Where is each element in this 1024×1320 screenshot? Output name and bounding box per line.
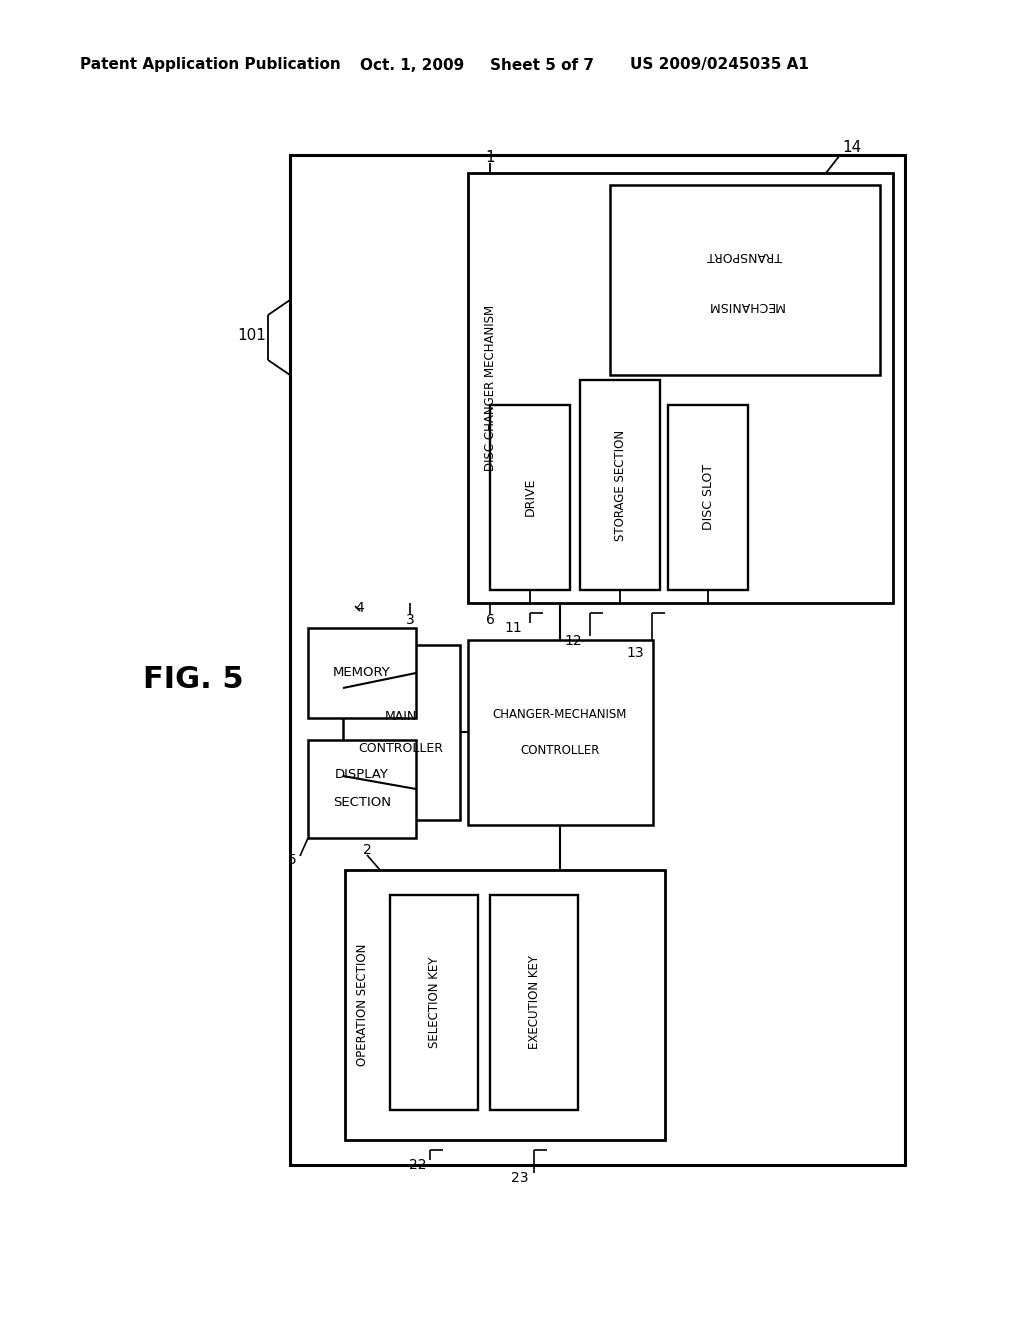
- Text: SELECTION KEY: SELECTION KEY: [427, 956, 440, 1048]
- Text: MAIN: MAIN: [385, 710, 417, 722]
- Text: CONTROLLER: CONTROLLER: [520, 743, 600, 756]
- Text: FIG. 5: FIG. 5: [143, 665, 244, 694]
- Text: 22: 22: [410, 1158, 427, 1172]
- Text: 11: 11: [504, 620, 522, 635]
- Text: 2: 2: [362, 843, 372, 857]
- Bar: [668, 405, 748, 590]
- Bar: [390, 895, 478, 1110]
- Bar: [490, 895, 578, 1110]
- Text: OPERATION SECTION: OPERATION SECTION: [355, 944, 369, 1067]
- Bar: [308, 628, 416, 718]
- Bar: [490, 405, 570, 590]
- Bar: [468, 640, 653, 825]
- Text: CHANGER-MECHANISM: CHANGER-MECHANISM: [493, 708, 627, 721]
- Text: 5: 5: [288, 853, 296, 867]
- Text: 14: 14: [842, 140, 861, 156]
- Text: EXECUTION KEY: EXECUTION KEY: [527, 954, 541, 1049]
- Text: 101: 101: [238, 327, 266, 342]
- Text: Sheet 5 of 7: Sheet 5 of 7: [490, 58, 594, 73]
- Text: MECHANISM: MECHANISM: [707, 298, 783, 312]
- Text: US 2009/0245035 A1: US 2009/0245035 A1: [630, 58, 809, 73]
- Text: DISC CHANGER MECHANISM: DISC CHANGER MECHANISM: [483, 305, 497, 471]
- Bar: [468, 173, 893, 603]
- Bar: [343, 645, 460, 820]
- Text: DISC SLOT: DISC SLOT: [701, 463, 715, 531]
- Bar: [610, 185, 880, 375]
- Text: 4: 4: [355, 601, 365, 615]
- Text: MEMORY: MEMORY: [333, 667, 391, 680]
- Text: TRANSPORT: TRANSPORT: [708, 248, 782, 261]
- Text: 23: 23: [511, 1171, 528, 1185]
- Bar: [308, 741, 416, 838]
- Text: STORAGE SECTION: STORAGE SECTION: [613, 429, 627, 541]
- Text: 6: 6: [485, 612, 495, 627]
- Bar: [345, 870, 665, 1140]
- Text: DRIVE: DRIVE: [523, 478, 537, 516]
- Text: 1: 1: [485, 150, 495, 165]
- Bar: [290, 154, 905, 1166]
- Text: 12: 12: [564, 634, 582, 648]
- Text: Patent Application Publication: Patent Application Publication: [80, 58, 341, 73]
- Text: 13: 13: [627, 645, 644, 660]
- Text: CONTROLLER: CONTROLLER: [358, 742, 443, 755]
- Text: 3: 3: [406, 612, 415, 627]
- Text: SECTION: SECTION: [333, 796, 391, 809]
- Bar: [580, 380, 660, 590]
- Text: Oct. 1, 2009: Oct. 1, 2009: [360, 58, 464, 73]
- Text: DISPLAY: DISPLAY: [335, 768, 389, 781]
